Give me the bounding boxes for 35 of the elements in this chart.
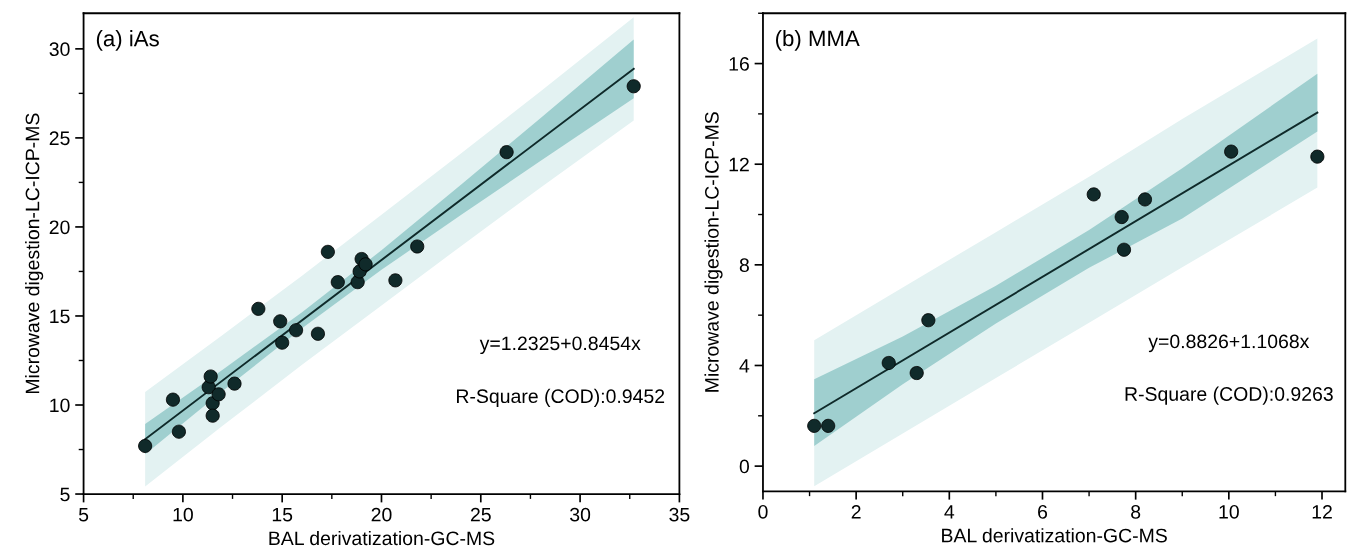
y-axis-title: Microwave digestion-LC-ICP-MS — [25, 113, 44, 394]
x-tick-label: 10 — [173, 507, 193, 522]
x-tick-label: 6 — [1038, 504, 1048, 519]
y-tick-label: 12 — [729, 157, 749, 172]
annotation: y=1.2325+0.8454x — [479, 336, 641, 355]
x-tick-label: 20 — [371, 507, 392, 522]
text: (b) MMA — [775, 29, 860, 51]
x-tick-label: 8 — [1131, 504, 1141, 519]
x-tick-label: 12 — [1312, 504, 1332, 519]
y-tick-label: 30 — [49, 42, 70, 57]
x-tick-label: 25 — [470, 507, 491, 522]
x-axis-title: BAL derivatization-GC-MS — [942, 528, 1167, 543]
annotation: R-Square (COD):0.9263 — [1125, 386, 1333, 405]
y-tick-label: 16 — [729, 57, 749, 71]
y-tick-label: 4 — [739, 359, 750, 373]
text: (a) iAs — [96, 30, 159, 51]
y-tick-label: 5 — [60, 487, 70, 502]
annotation: y=0.8826+1.1068x — [1148, 334, 1310, 353]
x-axis-title: BAL derivatization-GC-MS — [269, 530, 495, 546]
y-tick-label: 15 — [50, 309, 70, 324]
x-tick-label: 35 — [669, 507, 690, 522]
y-tick-label: 25 — [49, 131, 70, 146]
y-tick-label: 20 — [49, 220, 70, 235]
y-tick-label: 10 — [50, 398, 70, 413]
x-tick-label: 10 — [1219, 504, 1239, 519]
x-tick-label: 15 — [272, 507, 293, 522]
annotation: R-Square (COD):0.9452 — [457, 388, 665, 407]
x-tick-label: 5 — [78, 507, 89, 522]
x-tick-label: 4 — [944, 505, 955, 519]
x-tick-label: 2 — [851, 504, 861, 519]
x-tick-label: 30 — [570, 507, 591, 522]
x-tick-label: 0 — [758, 504, 768, 519]
y-tick-label: 8 — [739, 258, 749, 273]
y-axis-title: Microwave digestion-LC-ICP-MS — [704, 112, 723, 392]
y-tick-label: 0 — [739, 459, 750, 474]
